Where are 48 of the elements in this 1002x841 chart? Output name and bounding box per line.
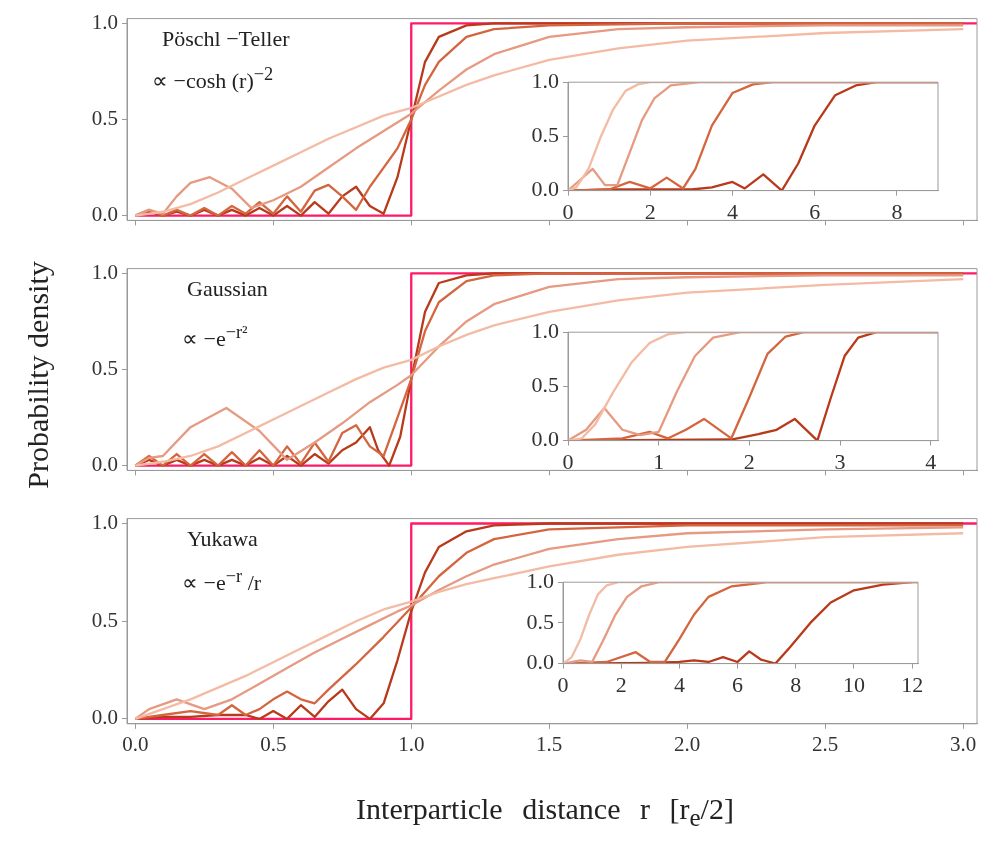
annotation: ∝ −cosh (r)$^{−2}$ — [152, 64, 274, 95]
x-tick-label: 4 — [673, 671, 685, 697]
x-tick-label: 3 — [834, 448, 846, 474]
x-tick-label: 3.0 — [950, 731, 977, 756]
y-tick-label: 0.0 — [526, 649, 554, 675]
annotation: Pöschl −Teller — [162, 26, 290, 52]
y-tick-label: 0.5 — [531, 122, 559, 148]
annotation: Gaussian — [187, 276, 268, 302]
y-tick-label: 1.0 — [91, 9, 118, 34]
y-tick-label: 1.0 — [531, 67, 559, 93]
x-tick-label: 2.5 — [812, 731, 839, 756]
x-tick-label: 0 — [562, 198, 574, 224]
x-tick-label: 0.5 — [260, 731, 287, 756]
x-tick-label: 1.0 — [398, 731, 425, 756]
y-tick-label: 0.5 — [531, 372, 559, 398]
y-axis-title: Probability density — [21, 261, 55, 489]
x-axis-title: Interparticle distance r [r$_{e}$/2] — [356, 792, 734, 832]
y-tick-label: 0.0 — [531, 176, 559, 202]
y-tick-label: 0.0 — [531, 426, 559, 452]
x-tick-label: 4 — [925, 448, 937, 474]
x-tick-label: 10 — [842, 671, 865, 697]
x-tick-label: 1 — [653, 448, 665, 474]
y-tick-label: 1.0 — [526, 567, 554, 593]
x-tick-label: 1.5 — [536, 731, 563, 756]
x-tick-label: 2 — [644, 198, 656, 224]
y-tick-label: 1.0 — [91, 510, 118, 534]
y-tick-label: 0.5 — [91, 106, 118, 131]
x-tick-label: 4 — [726, 198, 738, 224]
x-tick-label: 0 — [562, 448, 574, 474]
x-tick-label: 8 — [790, 671, 802, 697]
x-tick-label: 6 — [809, 198, 821, 224]
y-tick-label: 0.5 — [526, 608, 554, 634]
y-tick-label: 1.0 — [91, 259, 118, 284]
annotation: Yukawa — [187, 526, 258, 552]
y-tick-label: 0.5 — [91, 356, 118, 381]
x-tick-label: 2 — [743, 448, 755, 474]
y-tick-label: 0.5 — [91, 607, 118, 632]
x-tick-label: 6 — [732, 671, 744, 697]
annotation: ∝ −e$^{−r²}$ — [182, 322, 248, 353]
annotation: ∝ −e$^{−r}$ /r — [182, 566, 262, 597]
x-tick-label: 12 — [901, 671, 924, 697]
y-tick-label: 0.0 — [91, 705, 118, 730]
x-tick-label: 0.0 — [122, 731, 149, 756]
x-tick-label: 2.0 — [674, 731, 701, 756]
x-tick-label: 8 — [891, 198, 903, 224]
y-tick-label: 1.0 — [531, 317, 559, 343]
x-tick-label: 0 — [557, 671, 569, 697]
x-tick-label: 2 — [615, 671, 627, 697]
